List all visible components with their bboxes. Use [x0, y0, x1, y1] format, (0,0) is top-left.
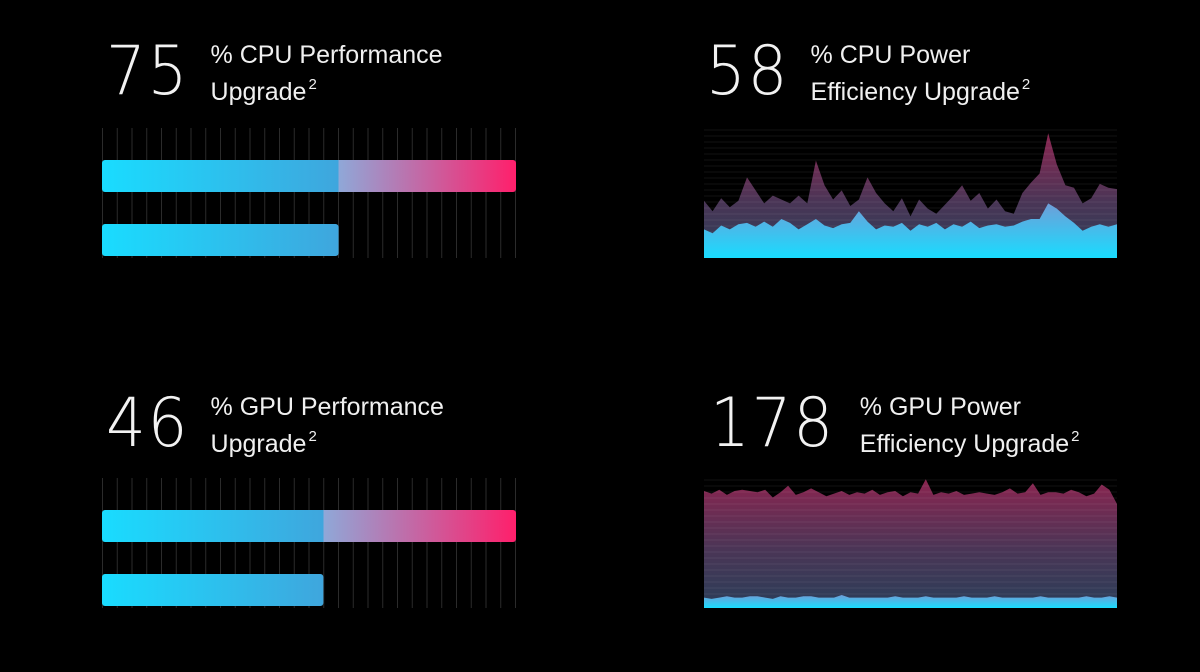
- cpu-efficiency-stat: 58 % CPU Power Efficiency Upgrade 2: [706, 38, 1030, 107]
- cpu-performance-bar-chart: [102, 128, 516, 258]
- cpu-efficiency-area-chart: [704, 129, 1117, 258]
- bar-baseline: [102, 224, 339, 256]
- area-series-bottom: [704, 203, 1117, 258]
- gpu-performance-label: % GPU Performance Upgrade 2: [211, 392, 444, 459]
- gpu-performance-label-line1: % GPU Performance: [210, 393, 444, 421]
- gpu-efficiency-label-line1: % GPU Power: [859, 393, 1021, 421]
- gpu-efficiency-footnote: 2: [1071, 428, 1080, 445]
- area-series-bottom: [704, 595, 1117, 608]
- bar-baseline: [102, 574, 324, 606]
- cpu-performance-label-line1: % CPU Performance: [210, 41, 443, 69]
- cpu-performance-label: % CPU Performance Upgrade 2: [211, 40, 443, 107]
- bar-upgraded: [102, 510, 516, 542]
- gpu-performance-stat: 46 % GPU Performance Upgrade 2: [106, 390, 444, 459]
- cpu-performance-footnote: 2: [308, 76, 317, 93]
- cpu-performance-label-line2: Upgrade: [210, 78, 307, 106]
- cpu-performance-number: 75: [106, 32, 190, 111]
- gpu-efficiency-number: 178: [710, 384, 835, 463]
- gpu-efficiency-stat: 178 % GPU Power Efficiency Upgrade 2: [710, 390, 1080, 459]
- cpu-efficiency-label-line1: % CPU Power: [810, 41, 971, 69]
- grid-lines: [102, 478, 516, 608]
- gpu-performance-footnote: 2: [308, 428, 317, 445]
- gpu-performance-number: 46: [106, 384, 190, 463]
- cpu-efficiency-label: % CPU Power Efficiency Upgrade 2: [811, 40, 1031, 107]
- area-series-top: [704, 479, 1117, 608]
- cpu-efficiency-footnote: 2: [1021, 76, 1031, 93]
- cpu-efficiency-number: 58: [706, 32, 790, 111]
- gpu-efficiency-label-line2: Efficiency Upgrade: [859, 430, 1070, 458]
- gpu-performance-label-line2: Upgrade: [210, 430, 307, 458]
- gpu-performance-bar-chart: [102, 478, 516, 608]
- cpu-performance-stat: 75 % CPU Performance Upgrade 2: [106, 38, 443, 107]
- gpu-efficiency-label: % GPU Power Efficiency Upgrade 2: [860, 392, 1080, 459]
- cpu-efficiency-label-line2: Efficiency Upgrade: [810, 78, 1020, 106]
- gpu-efficiency-area-chart: [704, 479, 1117, 608]
- bar-upgraded: [102, 160, 516, 192]
